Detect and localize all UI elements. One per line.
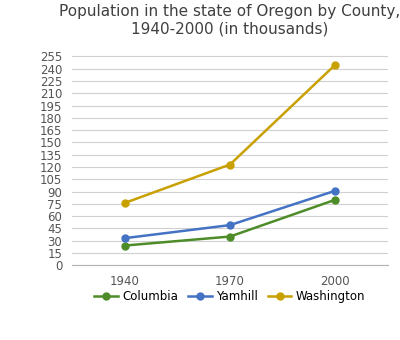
Legend: Columbia, Yamhill, Washington: Columbia, Yamhill, Washington — [90, 286, 370, 308]
Washington — [122, 201, 127, 205]
Columbia — [122, 243, 127, 248]
Line: Yamhill: Yamhill — [121, 187, 339, 242]
Title: Population in the state of Oregon by County,
1940-2000 (in thousands): Population in the state of Oregon by Cou… — [59, 4, 400, 36]
Yamhill — [333, 189, 338, 193]
Line: Columbia: Columbia — [121, 196, 339, 249]
Washington — [333, 63, 338, 67]
Washington — [228, 163, 232, 167]
Columbia — [228, 235, 232, 239]
Line: Washington: Washington — [121, 61, 339, 206]
Yamhill — [122, 236, 127, 240]
Yamhill — [228, 223, 232, 227]
Columbia — [333, 198, 338, 202]
